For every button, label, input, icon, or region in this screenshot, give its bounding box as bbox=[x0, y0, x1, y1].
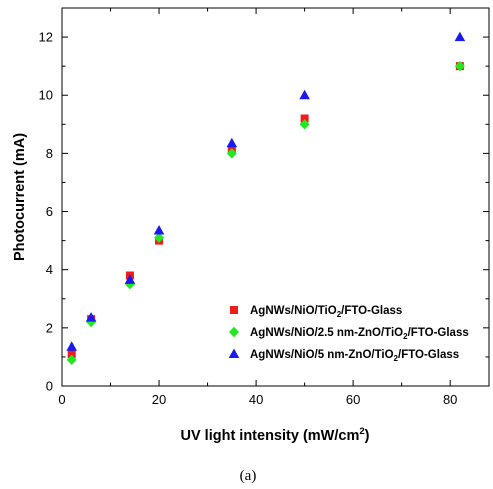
data-point bbox=[300, 114, 309, 123]
y-tick-label: 12 bbox=[39, 30, 53, 45]
series-2 bbox=[66, 60, 465, 366]
y-tick-label: 2 bbox=[46, 320, 53, 335]
legend-label-subscript: 2 bbox=[394, 354, 399, 363]
legend-item: AgNWs/NiO/TiO2/FTO-Glass bbox=[230, 305, 402, 319]
legend-marker bbox=[229, 326, 239, 338]
data-point bbox=[454, 31, 466, 42]
legend-label-part: /FTO-Glass bbox=[341, 305, 402, 317]
data-points bbox=[66, 31, 466, 366]
x-tick-label: 40 bbox=[249, 392, 263, 407]
data-point bbox=[153, 224, 165, 235]
x-tick-label: 80 bbox=[443, 392, 457, 407]
x-tick-label: 20 bbox=[152, 392, 166, 407]
legend-label-part: AgNWs/NiO/TiO bbox=[250, 305, 337, 317]
axis-ticks bbox=[61, 7, 489, 387]
data-point bbox=[226, 137, 238, 148]
data-point bbox=[454, 60, 465, 72]
data-point bbox=[66, 341, 78, 351]
legend-item: AgNWs/NiO/5 nm-ZnO/TiO2/FTO-Glass bbox=[228, 348, 459, 363]
legend-marker bbox=[230, 306, 238, 314]
legend-label-subscript: 2 bbox=[337, 310, 342, 319]
data-point bbox=[66, 354, 77, 366]
y-tick-label: 0 bbox=[46, 379, 53, 394]
x-axis-title-main: UV light intensity (mW/cm bbox=[181, 428, 360, 444]
legend-label-part: /FTO-Glass bbox=[398, 349, 459, 361]
series-3 bbox=[66, 31, 466, 351]
legend-label: AgNWs/NiO/5 nm-ZnO/TiO2/FTO-Glass bbox=[250, 349, 459, 363]
y-tick-label: 10 bbox=[39, 88, 53, 103]
legend-label: AgNWs/NiO/TiO2/FTO-Glass bbox=[250, 305, 402, 319]
data-point bbox=[85, 312, 97, 322]
data-point bbox=[299, 119, 310, 130]
y-axis-title: Photocurrent (mA) bbox=[12, 133, 28, 261]
legend-label-part: AgNWs/NiO/5 nm-ZnO/TiO bbox=[250, 349, 394, 361]
legend-label-part: /FTO-Glass bbox=[408, 327, 469, 339]
data-point bbox=[299, 89, 310, 100]
x-axis-title-sup: 2 bbox=[359, 426, 364, 437]
legend-item: AgNWs/NiO/2.5 nm-ZnO/TiO2/FTO-Glass bbox=[229, 326, 469, 341]
y-tick-label: 4 bbox=[46, 262, 53, 277]
legend-label-subscript: 2 bbox=[403, 332, 408, 341]
data-point bbox=[67, 350, 76, 359]
x-tick-label: 0 bbox=[58, 392, 65, 407]
tick-labels: 0 20 40 60 80 0 2 4 6 8 10 12 bbox=[39, 30, 458, 407]
data-point bbox=[124, 274, 136, 284]
x-axis-title: UV light intensity (mW/cm2) bbox=[181, 426, 370, 444]
legend-marker bbox=[228, 348, 240, 358]
legend-label: AgNWs/NiO/2.5 nm-ZnO/TiO2/FTO-Glass bbox=[250, 327, 469, 341]
y-tick-label: 6 bbox=[46, 204, 53, 219]
x-tick-label: 60 bbox=[346, 392, 360, 407]
data-point bbox=[226, 148, 237, 159]
y-tick-label: 8 bbox=[46, 146, 53, 161]
figure-caption: (a) bbox=[240, 468, 257, 484]
legend-label-part: AgNWs/NiO/2.5 nm-ZnO/TiO bbox=[250, 327, 403, 339]
x-axis-title-end: ) bbox=[365, 428, 370, 444]
plot-frame bbox=[61, 7, 490, 387]
data-point bbox=[154, 232, 165, 243]
